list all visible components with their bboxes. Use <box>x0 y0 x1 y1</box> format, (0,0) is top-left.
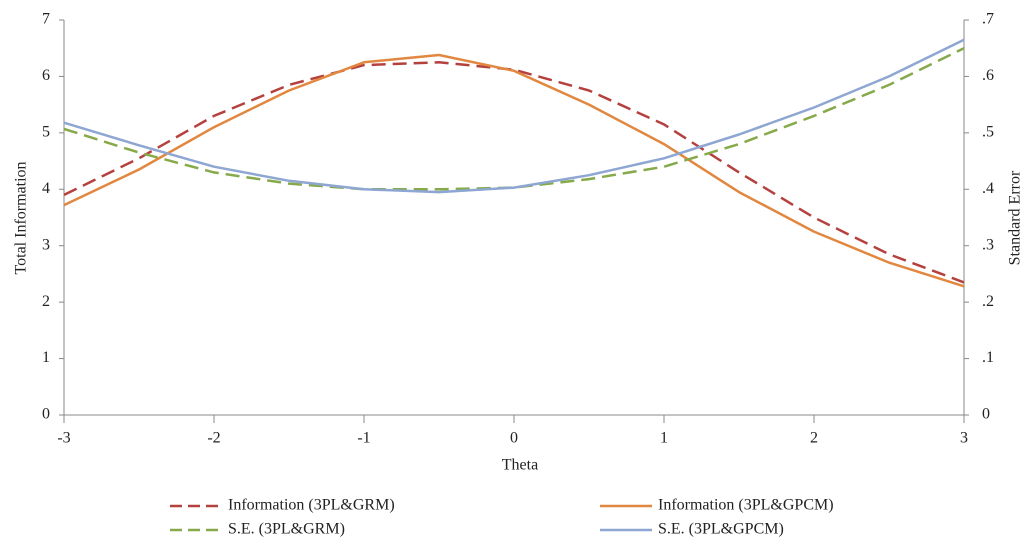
y-tick-label: 1 <box>42 349 50 366</box>
y2-tick-label: 0 <box>982 406 990 423</box>
x-tick-label: -1 <box>357 430 370 447</box>
x-tick-label: -2 <box>207 430 220 447</box>
y-tick-label: 4 <box>42 180 50 197</box>
series-line <box>63 53 965 288</box>
x-tick-label: 1 <box>660 430 668 447</box>
x-tick-label: 2 <box>810 430 818 447</box>
y2-axis-title: Standard Error <box>1007 170 1024 265</box>
y2-tick-label: .6 <box>982 67 994 84</box>
legend-label: S.E. (3PL&GRM) <box>228 521 345 538</box>
y-tick-label: 6 <box>42 67 50 84</box>
y2-tick-label: .3 <box>982 236 994 253</box>
x-axis-title: Theta <box>502 457 538 474</box>
y-axis-title: Total Information <box>13 161 30 274</box>
y2-tick-label: .4 <box>982 180 994 197</box>
y-tick-label: 0 <box>42 406 50 423</box>
y-tick-label: 2 <box>42 293 50 310</box>
x-tick-label: 3 <box>960 430 968 447</box>
y2-tick-label: .2 <box>982 293 994 310</box>
series-line <box>63 38 965 194</box>
x-tick-label: -3 <box>57 430 70 447</box>
y-tick-label: 3 <box>42 236 50 253</box>
y2-tick-label: .5 <box>982 124 994 141</box>
x-tick-label: 0 <box>510 430 518 447</box>
legend-label: S.E. (3PL&GPCM) <box>658 521 784 538</box>
series-line <box>63 61 965 284</box>
series-line <box>63 47 965 191</box>
legend-label: Information (3PL&GPCM) <box>658 497 834 514</box>
y2-tick-label: .7 <box>982 11 994 28</box>
legend-label: Information (3PL&GRM) <box>228 497 395 514</box>
y2-tick-label: .1 <box>982 349 994 366</box>
y-tick-label: 7 <box>42 11 50 28</box>
y-tick-label: 5 <box>42 124 50 141</box>
